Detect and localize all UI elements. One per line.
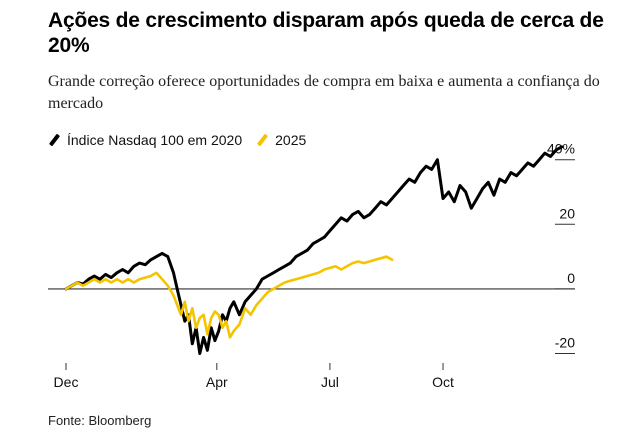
series-line-2025 — [64, 255, 394, 339]
source-note: Fonte: Bloomberg — [48, 413, 152, 428]
y-tick-label-2: 0 — [567, 270, 575, 286]
y-tick-label-3: -20 — [555, 335, 575, 351]
chart-subtitle: Grande correção oferece oportunidades de… — [48, 73, 600, 112]
chart-legend: Índice Nasdaq 100 em 2020 2025 — [48, 131, 320, 149]
x-tick-label-0: Dec — [54, 374, 79, 390]
x-tick-label-2: Jul — [321, 374, 339, 390]
legend-item-2020: Índice Nasdaq 100 em 2020 — [48, 132, 242, 148]
x-tick-label-3: Oct — [432, 374, 454, 390]
chart-title: Ações de crescimento disparam após queda… — [48, 9, 604, 57]
legend-item-2025: 2025 — [256, 132, 306, 148]
legend-label-2025: 2025 — [275, 132, 307, 148]
legend-label-2020: Índice Nasdaq 100 em 2020 — [67, 132, 243, 148]
x-tick-label-1: Apr — [206, 374, 228, 390]
y-tick-label-1: 20 — [559, 205, 575, 221]
series-line-2020 — [64, 145, 564, 355]
